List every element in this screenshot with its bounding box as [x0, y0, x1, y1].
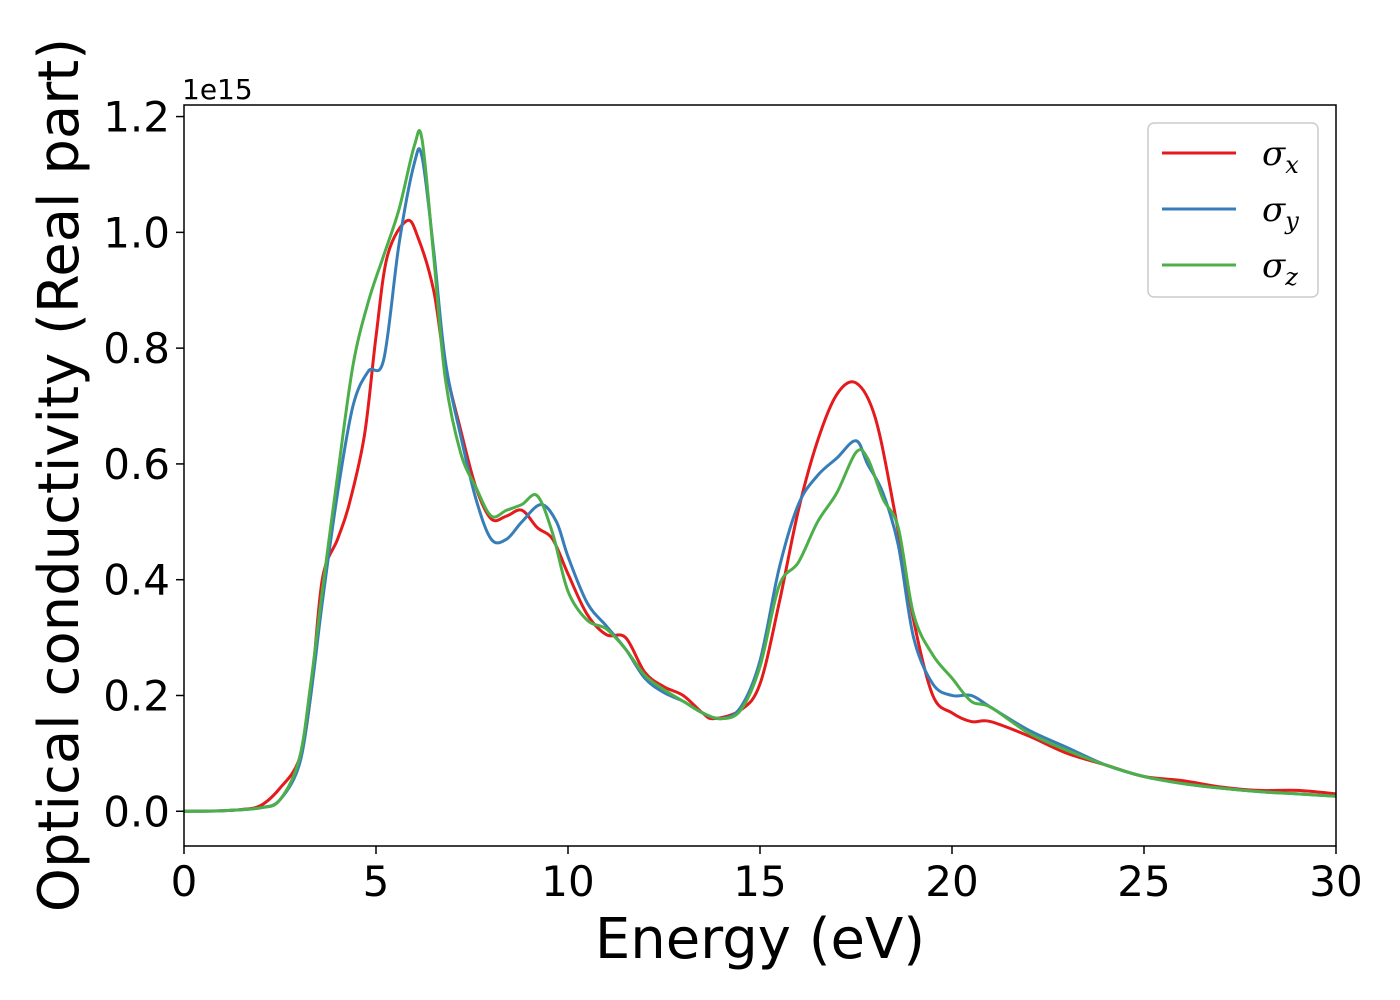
legend-subscript: y — [1284, 207, 1299, 235]
x-tick-label: 10 — [541, 857, 594, 906]
series-line-x — [184, 218, 1336, 813]
series-layer — [184, 128, 1336, 813]
legend-label-z: σz — [1262, 246, 1298, 291]
y-tick-label: 1.0 — [103, 208, 170, 257]
y-tick-label: 0.2 — [103, 671, 170, 720]
series-line-z — [184, 128, 1336, 813]
x-tick-label: 5 — [363, 857, 390, 906]
y-axis-label: Optical conductivity (Real part) — [27, 38, 92, 912]
series-line-y — [184, 147, 1336, 813]
y-tick-label: 0.4 — [103, 556, 170, 605]
x-axis: 0 5 10 15 20 25 30 — [171, 846, 1363, 906]
y-offset-label: 1e15 — [182, 73, 253, 106]
x-tick-label: 25 — [1117, 857, 1170, 906]
y-tick-label: 1.2 — [103, 93, 170, 142]
x-tick-label: 20 — [925, 857, 978, 906]
legend-subscript: z — [1284, 263, 1298, 291]
x-axis-label: Energy (eV) — [595, 907, 925, 972]
y-tick-label: 0.0 — [103, 787, 170, 836]
y-tick-label: 0.6 — [103, 440, 170, 489]
y-tick-label: 0.8 — [103, 324, 170, 373]
legend-subscript: x — [1285, 151, 1299, 179]
x-tick-label: 15 — [733, 857, 786, 906]
x-tick-label: 30 — [1309, 857, 1362, 906]
x-tick-label: 0 — [171, 857, 198, 906]
y-axis: 0.0 0.2 0.4 0.6 0.8 1.0 1.2 — [103, 93, 184, 836]
